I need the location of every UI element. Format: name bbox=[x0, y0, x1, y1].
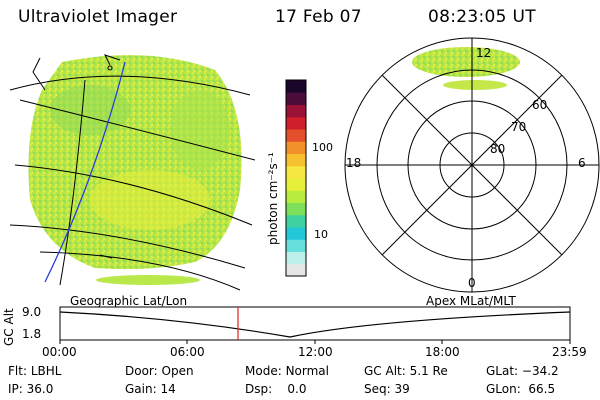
geographic-caption: Geographic Lat/Lon bbox=[70, 294, 188, 308]
orbit-xtick-0000: 00:00 bbox=[42, 345, 77, 359]
polar-mlt-6: 6 bbox=[578, 156, 586, 170]
meridian-line bbox=[44, 61, 126, 283]
colorbar-segment bbox=[286, 92, 306, 105]
apex-caption: Apex MLat/MLT bbox=[426, 294, 516, 308]
orbit-y-bottom: 1.8 bbox=[22, 327, 42, 341]
orbit-xtick-1200: 12:00 bbox=[298, 345, 333, 359]
colorbar-segment bbox=[286, 178, 306, 191]
info-ip: IP: 36.0 bbox=[8, 382, 54, 396]
colorbar-segment bbox=[286, 80, 306, 93]
polar-lat-80: 80 bbox=[490, 142, 506, 156]
colorbar-segment bbox=[286, 129, 306, 142]
colorbar-segment bbox=[286, 251, 306, 265]
lower-auroral-strip bbox=[96, 275, 200, 285]
orbit-xtick-2359: 23:59 bbox=[552, 345, 587, 359]
info-mode: Mode: Normal bbox=[245, 364, 329, 378]
polar-mlt-18: 18 bbox=[346, 156, 362, 170]
polar-mlt-0: 0 bbox=[468, 276, 476, 290]
time-label: 08:23:05 UT bbox=[428, 7, 536, 27]
orbit-ylabel: GC Alt bbox=[2, 308, 16, 346]
orbit-y-top: 9.0 bbox=[22, 305, 42, 319]
colorbar-tick-100: 100 bbox=[312, 141, 333, 154]
orbit-plot bbox=[59, 306, 571, 344]
colorbar-segment bbox=[286, 141, 306, 154]
colorbar-segment bbox=[286, 214, 306, 228]
instrument-title: Ultraviolet Imager bbox=[18, 7, 178, 27]
polar-lat-70: 70 bbox=[511, 120, 527, 134]
geographic-grid bbox=[9, 54, 256, 291]
colorbar-segment bbox=[286, 239, 306, 252]
polar-plot bbox=[344, 37, 600, 293]
polar-lat-60: 60 bbox=[532, 98, 548, 112]
orbit-xtick-1800: 18:00 bbox=[425, 345, 460, 359]
orbit-xtick-0600: 06:00 bbox=[170, 345, 205, 359]
date-label: 17 Feb 07 bbox=[275, 7, 362, 27]
info-dsp: Dsp: 0.0 bbox=[245, 382, 307, 396]
info-filter: Flt: LBHL bbox=[8, 364, 62, 378]
colorbar-segment bbox=[286, 153, 306, 167]
polar-mlt-12: 12 bbox=[476, 46, 492, 60]
info-door: Door: Open bbox=[125, 364, 194, 378]
colorbar-segment bbox=[286, 202, 306, 216]
info-glon: GLon: 66.5 bbox=[486, 382, 556, 396]
colorbar-segment bbox=[286, 263, 306, 277]
colorbar-tick-10: 10 bbox=[314, 228, 328, 241]
info-gc-alt: GC Alt: 5.1 Re bbox=[364, 364, 448, 378]
info-glat: GLat: −34.2 bbox=[486, 364, 559, 378]
colorbar-segment bbox=[286, 104, 306, 118]
colorbar bbox=[286, 80, 306, 277]
colorbar-segment bbox=[286, 190, 306, 203]
info-seq: Seq: 39 bbox=[364, 382, 410, 396]
info-gain: Gain: 14 bbox=[125, 382, 176, 396]
colorbar-segment bbox=[286, 116, 306, 130]
colorbar-segment bbox=[286, 165, 306, 179]
colorbar-unit-label: photon cm⁻²s⁻¹ bbox=[266, 152, 280, 245]
colorbar-segment bbox=[286, 227, 306, 240]
